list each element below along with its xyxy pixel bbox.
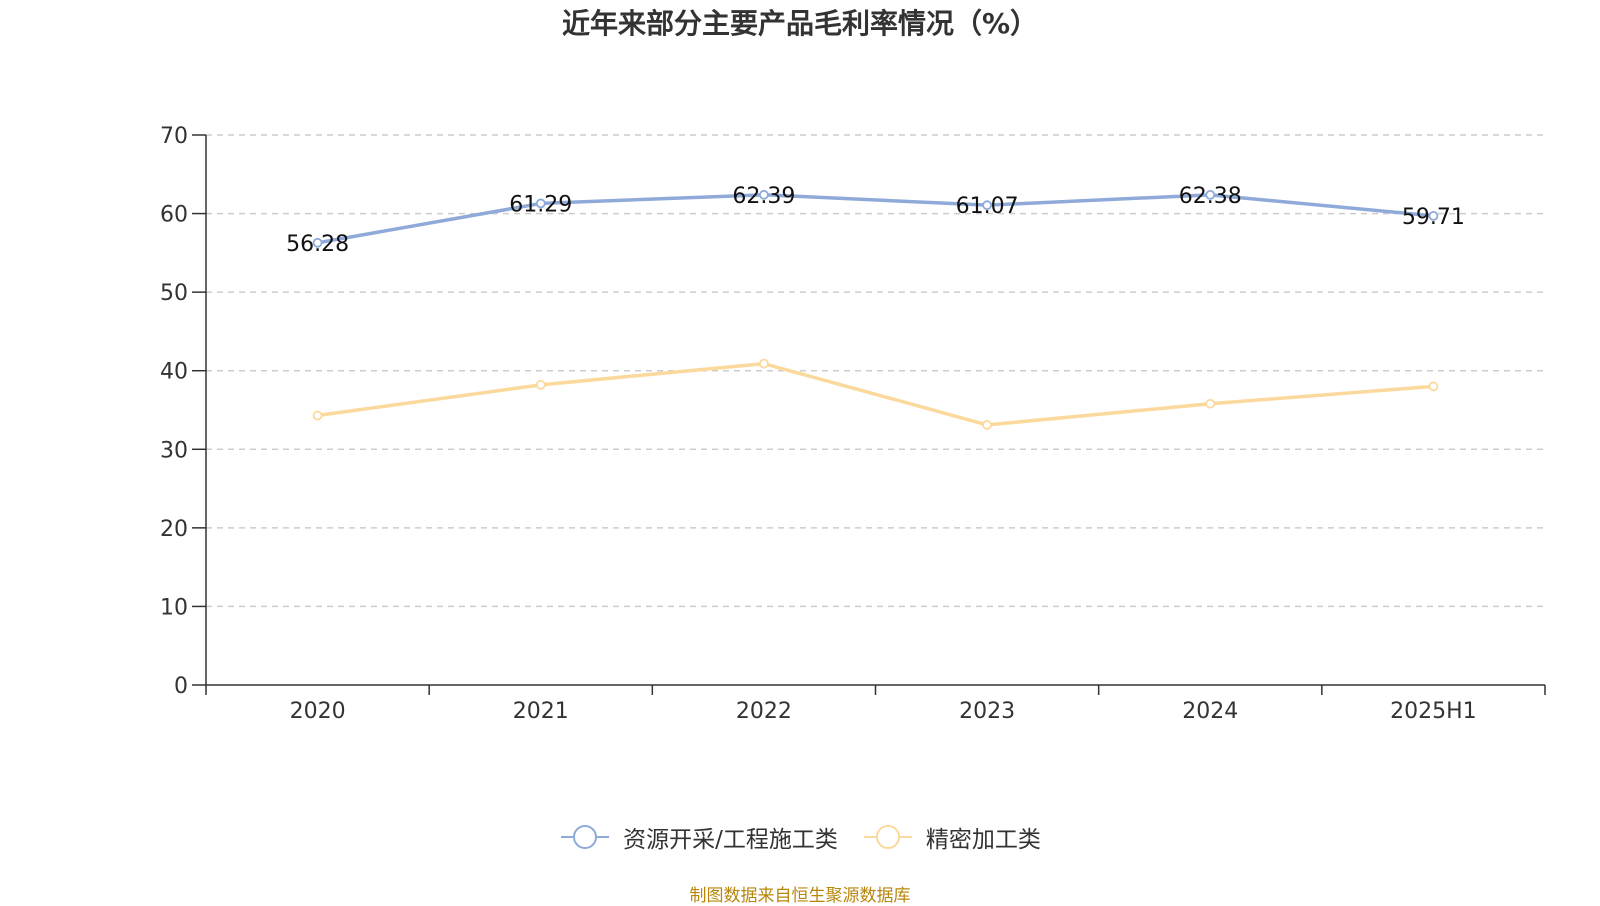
y-tick-label: 30: [160, 438, 188, 463]
data-point[interactable]: [759, 189, 769, 200]
grid-lines: [206, 134, 1545, 608]
legend-marker-icon: [561, 825, 610, 849]
data-point[interactable]: [982, 420, 992, 430]
data-point[interactable]: [535, 379, 546, 390]
data-point[interactable]: [312, 410, 323, 421]
x-tick-label: 2023: [959, 699, 1015, 724]
data-point[interactable]: [1205, 189, 1216, 200]
y-tick-label: 0: [174, 674, 188, 699]
data-point[interactable]: [1205, 398, 1216, 409]
legend-label: 精密加工类: [925, 827, 1041, 853]
source-note: 制图数据来自恒生聚源数据库: [689, 886, 911, 906]
data-point[interactable]: [535, 198, 546, 209]
data-label: 62.39: [732, 184, 795, 209]
series-line-1: [317, 193, 1434, 245]
data-point[interactable]: [759, 358, 769, 369]
x-tick-label: 2021: [513, 699, 569, 724]
x-tick-label: 2024: [1182, 699, 1238, 724]
data-label: 61.07: [956, 194, 1019, 219]
data-point[interactable]: [982, 200, 992, 211]
x-tick-label: 2020: [290, 699, 346, 724]
data-point[interactable]: [1428, 381, 1439, 392]
chart-title: 近年来部分主要产品毛利率情况（%）: [561, 7, 1039, 40]
y-tick-label: 20: [160, 517, 188, 542]
y-tick-label: 50: [160, 281, 188, 306]
data-label: 59.71: [1402, 205, 1465, 230]
data-label: 56.28: [286, 232, 349, 257]
y-tick-label: 40: [160, 360, 188, 385]
y-tick-label: 60: [160, 203, 188, 228]
data-point[interactable]: [1428, 210, 1439, 221]
series-line-2: [317, 361, 1434, 427]
y-tick-label: 70: [160, 124, 188, 149]
data-label: 62.38: [1179, 184, 1242, 209]
series: [312, 189, 1439, 430]
legend-marker-icon: [863, 825, 912, 849]
data-label: 61.29: [509, 192, 572, 217]
data-point[interactable]: [312, 237, 323, 248]
legend-item-series-2[interactable]: 精密加工类: [862, 820, 1041, 854]
x-tick-label: 2025H1: [1390, 699, 1477, 724]
legend: 资源开采/工程施工类 精密加工类: [0, 820, 1600, 854]
data-labels: 56.28 61.29 62.39 61.07 62.38 59.71: [286, 184, 1465, 257]
legend-label: 资源开采/工程施工类: [623, 827, 838, 853]
axes: 0 10 20 30 40 50 60 70 2020 2021 2022 2023 2024 2025H…: [160, 124, 1546, 724]
y-tick-label: 10: [160, 595, 188, 620]
legend-item-series-1[interactable]: 资源开采/工程施工类: [559, 820, 838, 854]
x-tick-label: 2022: [736, 699, 792, 724]
